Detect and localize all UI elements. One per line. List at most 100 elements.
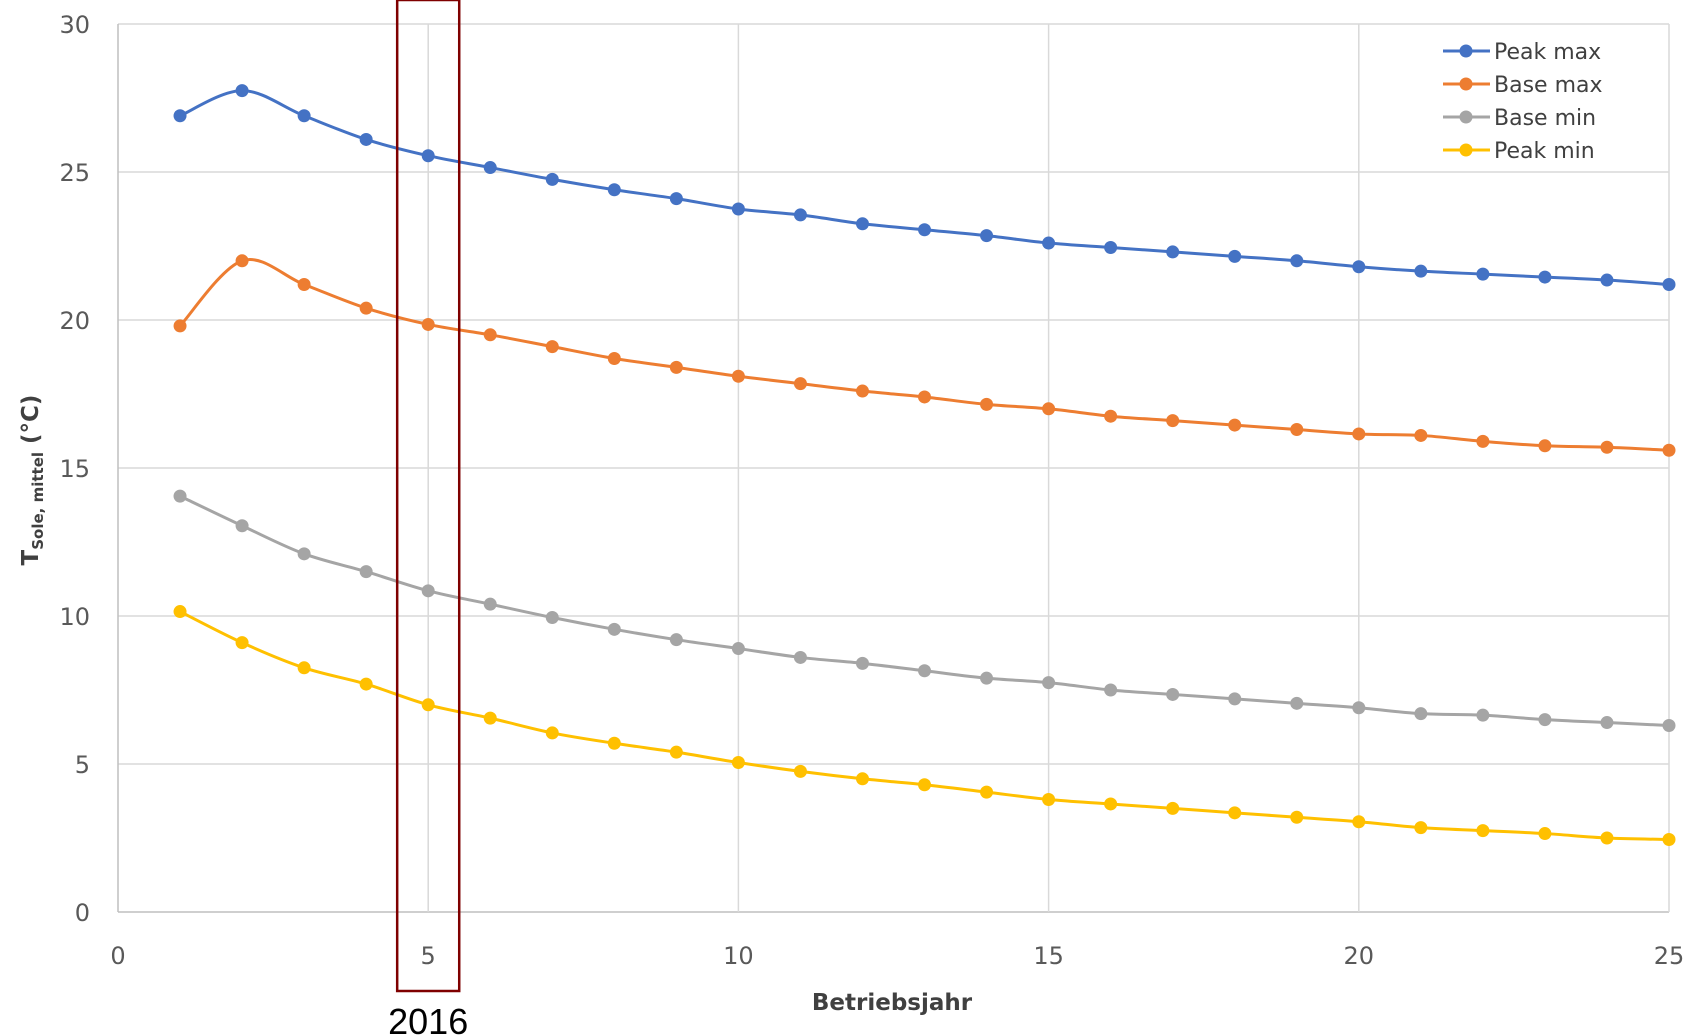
data-point-peak-min: [1104, 797, 1118, 811]
data-point-base-max: [1290, 423, 1304, 437]
data-point-peak-max: [1290, 254, 1304, 268]
data-point-base-min: [855, 656, 869, 670]
y-axis-title-unit: (°C): [18, 395, 44, 452]
data-point-base-max: [1352, 427, 1366, 441]
data-point-base-min: [1228, 692, 1242, 706]
data-point-peak-max: [173, 109, 187, 123]
data-point-base-max: [1104, 409, 1118, 423]
legend-label-peak-min: Peak min: [1494, 139, 1595, 164]
data-point-peak-max: [545, 172, 559, 186]
data-point-peak-min: [1538, 827, 1552, 841]
data-point-peak-min: [669, 745, 683, 759]
data-point-peak-max: [1414, 264, 1428, 278]
x-axis-title: Betriebsjahr: [812, 990, 973, 1016]
data-point-peak-max: [1476, 267, 1490, 281]
data-point-base-min: [173, 489, 187, 503]
data-point-peak-min: [483, 711, 497, 725]
y-tick-label: 10: [59, 603, 90, 631]
data-point-base-max: [1538, 439, 1552, 453]
y-tick-label: 5: [75, 751, 90, 779]
data-point-base-max: [545, 340, 559, 354]
data-point-base-min: [1538, 713, 1552, 727]
x-tick-label: 0: [110, 942, 125, 970]
data-point-base-max: [1042, 402, 1056, 416]
legend: Peak max Base max Base min Peak min: [1443, 40, 1603, 164]
data-point-base-max: [980, 397, 994, 411]
data-point-peak-min: [607, 736, 621, 750]
legend-label-peak-max: Peak max: [1494, 40, 1601, 65]
annotation-box: [395, 0, 461, 993]
x-tick-label: 5: [421, 942, 436, 970]
y-axis-title: TSole, mittel (°C): [18, 395, 47, 566]
data-point-base-min: [1352, 701, 1366, 715]
data-point-peak-min: [731, 756, 745, 770]
data-point-peak-min: [1600, 831, 1614, 845]
data-point-base-min: [980, 671, 994, 685]
data-point-peak-min: [235, 636, 249, 650]
data-point-base-max: [1228, 418, 1242, 432]
data-point-base-min: [1042, 676, 1056, 690]
data-point-base-max: [359, 301, 373, 315]
data-point-peak-min: [1166, 801, 1180, 815]
data-point-peak-max: [669, 192, 683, 206]
data-point-base-max: [297, 277, 311, 291]
data-point-base-max: [1662, 443, 1676, 457]
data-point-peak-max: [918, 223, 932, 237]
y-tick-label: 20: [59, 307, 90, 335]
data-point-base-min: [1104, 683, 1118, 697]
y-tick-label: 25: [59, 159, 90, 187]
data-point-base-min: [1290, 696, 1304, 710]
data-point-base-max: [731, 369, 745, 383]
data-point-base-min: [545, 610, 559, 624]
tick-labels: 0 5 10 15 20 25 30 0 5 10 15 20 25: [59, 11, 1684, 970]
data-point-peak-min: [1414, 821, 1428, 835]
data-point-peak-max: [1042, 236, 1056, 250]
legend-marker-base-min: [1459, 110, 1473, 124]
x-tick-label: 10: [723, 942, 754, 970]
y-tick-label: 0: [75, 899, 90, 927]
data-point-base-max: [607, 351, 621, 365]
series-line-base-max: [178, 258, 1670, 452]
legend-label-base-min: Base min: [1494, 106, 1596, 131]
data-point-base-max: [793, 377, 807, 391]
data-point-base-min: [607, 622, 621, 636]
data-point-base-min: [669, 633, 683, 647]
data-point-peak-max: [855, 217, 869, 231]
data-point-peak-min: [918, 778, 932, 792]
series-group: [173, 84, 1676, 846]
data-point-peak-max: [793, 208, 807, 222]
data-point-peak-max: [1600, 273, 1614, 287]
data-point-peak-max: [1166, 245, 1180, 259]
data-point-base-max: [855, 384, 869, 398]
legend-label-base-max: Base max: [1494, 73, 1603, 98]
data-point-base-max: [1476, 434, 1490, 448]
data-point-peak-max: [235, 84, 249, 98]
data-point-base-min: [1414, 707, 1428, 721]
data-point-peak-max: [483, 161, 497, 175]
series-line-base-min: [179, 494, 1670, 728]
data-point-base-min: [235, 519, 249, 533]
data-point-base-min: [1476, 708, 1490, 722]
x-tick-label: 15: [1033, 942, 1064, 970]
data-point-base-max: [235, 254, 249, 268]
data-point-peak-min: [793, 764, 807, 778]
data-point-peak-max: [421, 149, 435, 163]
gridlines: [117, 23, 1670, 913]
series-line-peak-max: [179, 89, 1670, 286]
data-point-base-max: [669, 360, 683, 374]
data-point-base-min: [1166, 687, 1180, 701]
data-point-base-min: [359, 565, 373, 579]
annotation-label: 2016: [388, 1001, 468, 1035]
x-tick-label: 20: [1344, 942, 1375, 970]
data-point-base-min: [731, 642, 745, 656]
data-point-peak-min: [1476, 824, 1490, 838]
data-point-peak-min: [980, 785, 994, 799]
data-point-base-max: [173, 319, 187, 333]
data-point-peak-min: [1290, 810, 1304, 824]
data-point-base-max: [421, 317, 435, 331]
data-point-base-min: [483, 597, 497, 611]
data-point-peak-min: [855, 772, 869, 786]
data-point-base-max: [483, 328, 497, 342]
data-point-peak-min: [1352, 815, 1366, 829]
